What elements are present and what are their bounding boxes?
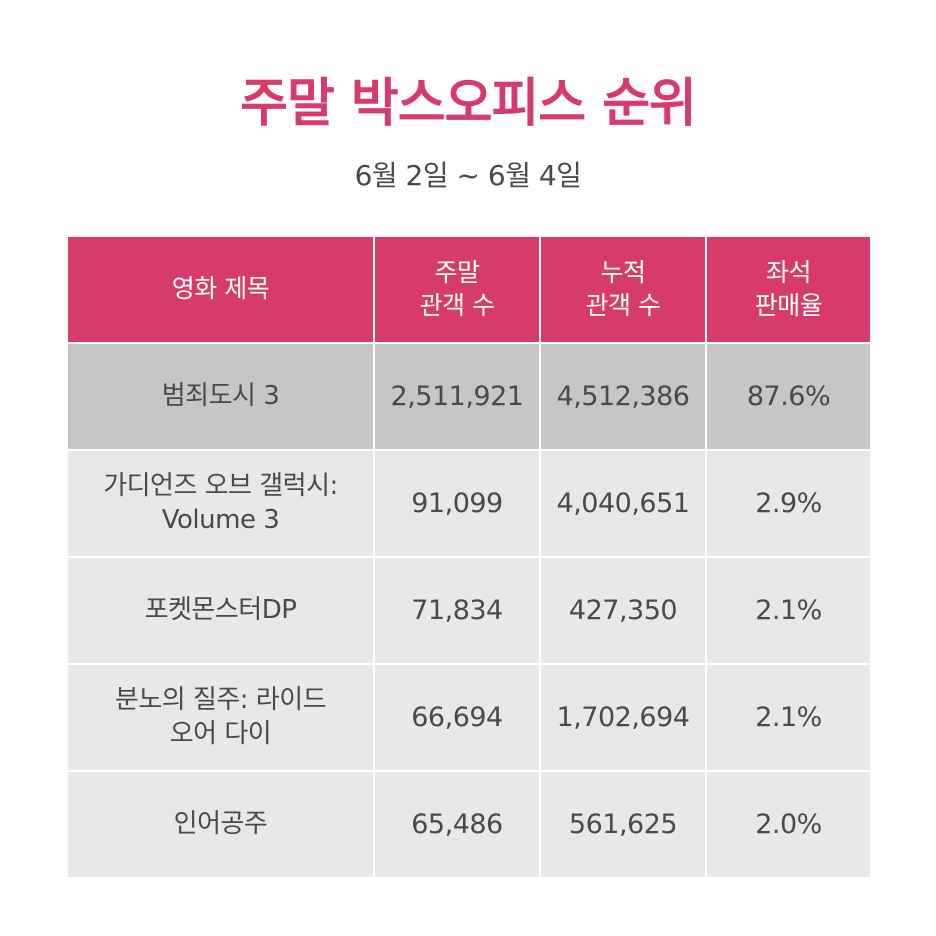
total-audience-cell: 427,350: [541, 558, 705, 663]
total-audience-cell: 561,625: [541, 772, 705, 877]
weekend-audience-cell: 2,511,921: [375, 344, 539, 449]
movie-title-cell: 인어공주: [68, 772, 373, 877]
total-audience-cell: 1,702,694: [541, 665, 705, 770]
seat-sales-rate-cell: 2.9%: [707, 451, 870, 556]
box-office-table: 영화 제목 주말 관객 수 누적 관객 수 좌석 판매율 범죄도시 3 2,51…: [68, 237, 870, 877]
weekend-audience-cell: 71,834: [375, 558, 539, 663]
seat-sales-rate-cell: 2.1%: [707, 665, 870, 770]
movie-title-cell: 가디언즈 오브 갤럭시: Volume 3: [68, 451, 373, 556]
movie-title-cell: 범죄도시 3: [68, 344, 373, 449]
header-seat-sales-rate: 좌석 판매율: [707, 237, 870, 342]
page-title: 주말 박스오피스 순위: [240, 74, 697, 134]
header-movie-title: 영화 제목: [68, 237, 373, 342]
weekend-audience-cell: 65,486: [375, 772, 539, 877]
weekend-audience-cell: 66,694: [375, 665, 539, 770]
total-audience-cell: 4,512,386: [541, 344, 705, 449]
movie-title-cell: 분노의 질주: 라이드 오어 다이: [68, 665, 373, 770]
movie-title-cell: 포켓몬스터DP: [68, 558, 373, 663]
date-range: 6월 2일 ~ 6월 4일: [354, 159, 582, 192]
header-weekend-audience: 주말 관객 수: [375, 237, 539, 342]
seat-sales-rate-cell: 2.0%: [707, 772, 870, 877]
weekend-audience-cell: 91,099: [375, 451, 539, 556]
seat-sales-rate-cell: 87.6%: [707, 344, 870, 449]
header-total-audience: 누적 관객 수: [541, 237, 705, 342]
seat-sales-rate-cell: 2.1%: [707, 558, 870, 663]
total-audience-cell: 4,040,651: [541, 451, 705, 556]
